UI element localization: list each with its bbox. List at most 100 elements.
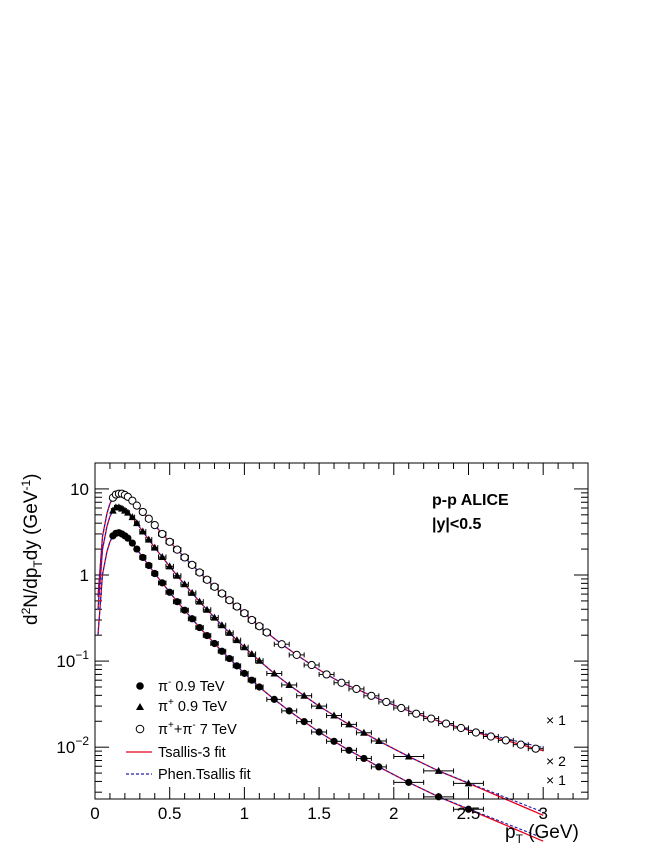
- data-point-open-circle: [486, 732, 495, 741]
- x-tick-label: 1: [240, 804, 249, 823]
- data-point-triangle: [330, 711, 338, 719]
- data-point-open-circle: [262, 628, 271, 637]
- data-point-filled-circle: [139, 553, 147, 562]
- data-point-filled-circle: [315, 728, 323, 736]
- data-point-open-circle: [337, 678, 346, 687]
- data-point-filled-circle: [464, 805, 473, 813]
- data-point-open-circle: [128, 496, 137, 505]
- data-point-filled-circle: [166, 588, 174, 596]
- data-point-filled-circle: [300, 718, 308, 726]
- x-tick-label: 1.5: [307, 804, 331, 823]
- plot-frame: [94, 462, 589, 800]
- data-point-filled-circle: [240, 669, 248, 677]
- legend-label-pi-plus: π+ 0.9 TeV: [158, 697, 227, 715]
- multiplier-open-circle: × 1: [546, 712, 566, 728]
- multiplier-triangle: × 2: [546, 753, 566, 769]
- data-point-triangle: [375, 736, 383, 744]
- data-point-open-circle: [516, 740, 525, 749]
- y-tick-label: 10: [70, 480, 89, 499]
- y-tick-label: 1: [80, 566, 89, 585]
- data-point-open-circle: [255, 622, 264, 631]
- data-point-open-circle: [195, 568, 204, 577]
- data-point-triangle: [434, 766, 443, 774]
- x-tick-label: 2.5: [457, 804, 481, 823]
- data-point-triangle: [158, 552, 167, 560]
- data-point-open-circle: [471, 728, 481, 737]
- data-point-open-circle: [180, 553, 189, 562]
- data-point-filled-circle: [203, 631, 211, 640]
- x-tick-label: 2: [389, 804, 398, 823]
- data-point-triangle: [404, 752, 413, 760]
- data-point-triangle: [360, 728, 368, 736]
- data-point-filled-circle: [225, 654, 234, 663]
- data-point-triangle: [464, 779, 473, 787]
- data-point-triangle: [144, 535, 153, 543]
- data-point-triangle: [139, 527, 147, 535]
- data-point-filled-circle: [248, 676, 256, 684]
- y-axis-title: d2N/dpTdy (GeV-1): [19, 474, 45, 625]
- data-point-triangle: [270, 669, 279, 677]
- data-point-filled-circle: [158, 579, 166, 587]
- data-point-open-circle: [232, 602, 242, 611]
- multiplier-filled-circle: × 1: [546, 772, 566, 788]
- data-point-filled-circle: [375, 763, 383, 771]
- x-axis-title: pT (GeV): [505, 822, 579, 846]
- data-point-triangle: [210, 613, 219, 621]
- data-point-open-circle: [138, 507, 147, 517]
- data-point-open-circle: [397, 703, 406, 713]
- data-point-triangle: [124, 508, 132, 516]
- data-point-open-circle: [240, 609, 249, 618]
- data-point-triangle: [225, 628, 234, 636]
- legend: π- 0.9 TeV π+ 0.9 TeV π++π- 7 TeV Tsalli…: [126, 677, 251, 783]
- data-point-triangle: [233, 636, 241, 644]
- data-point-triangle: [203, 605, 211, 613]
- data-point-filled-circle: [133, 545, 141, 553]
- data-point-open-circle: [441, 719, 451, 728]
- data-point-open-circle: [456, 723, 466, 733]
- legend-label-phen: Phen.Tsallis fit: [158, 767, 251, 783]
- data-point-open-circle: [247, 615, 256, 625]
- annotation-collision: p-p ALICE: [432, 492, 509, 509]
- data-point-filled-circle: [210, 639, 219, 648]
- data-point-filled-circle: [270, 695, 278, 703]
- data-point-triangle: [345, 720, 353, 728]
- data-point-filled-circle: [128, 539, 136, 547]
- data-point-triangle: [173, 571, 181, 579]
- data-point-open-circle: [307, 660, 316, 670]
- data-point-triangle: [128, 513, 137, 521]
- data-point-open-circle: [412, 709, 421, 718]
- data-point-triangle: [255, 656, 264, 664]
- data-point-open-circle: [277, 640, 286, 649]
- data-point-triangle: [133, 519, 141, 527]
- data-point-triangle: [180, 580, 189, 588]
- data-point-open-circle: [501, 736, 510, 745]
- data-point-triangle: [248, 649, 256, 657]
- legend-marker-filled-circle: [136, 682, 144, 690]
- data-point-filled-circle: [345, 746, 353, 754]
- legend-marker-open-circle: [135, 724, 145, 734]
- data-points-layer: [108, 489, 544, 813]
- data-point-open-circle: [292, 650, 301, 659]
- data-point-open-circle: [210, 582, 219, 591]
- data-point-filled-circle: [195, 623, 204, 632]
- data-point-open-circle: [132, 501, 141, 510]
- data-point-open-circle: [217, 589, 227, 598]
- data-point-open-circle: [173, 545, 182, 554]
- data-point-filled-circle: [255, 683, 263, 691]
- data-point-open-circle: [150, 520, 159, 530]
- x-tick-label: 0.5: [158, 804, 182, 823]
- data-point-open-circle: [225, 596, 234, 605]
- data-point-open-circle: [352, 684, 361, 694]
- data-point-filled-circle: [124, 534, 132, 542]
- data-point-filled-circle: [145, 561, 153, 570]
- legend-label-tsallis: Tsallis-3 fit: [158, 745, 226, 761]
- data-point-open-circle: [144, 514, 153, 523]
- data-point-open-circle: [531, 744, 540, 753]
- x-tick-label: 3: [538, 804, 547, 823]
- x-tick-label: 0: [90, 804, 99, 823]
- annotation-rapidity: |y|<0.5: [432, 516, 482, 533]
- data-point-open-circle: [202, 575, 212, 584]
- data-point-open-circle: [427, 714, 436, 723]
